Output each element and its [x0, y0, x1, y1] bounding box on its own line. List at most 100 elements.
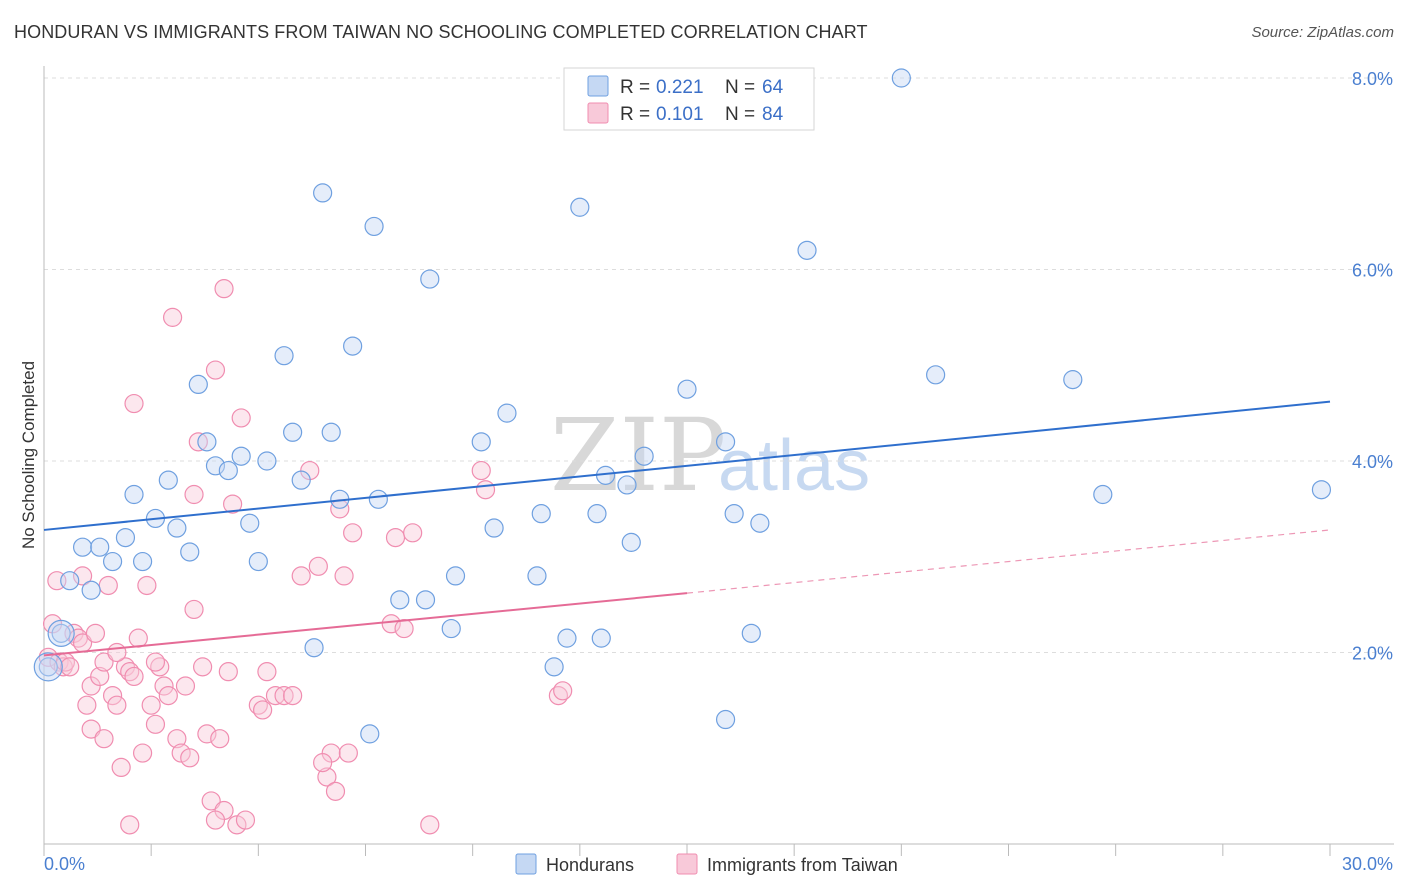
honduran-point	[240, 513, 260, 533]
legend-swatch-taiwan	[587, 102, 609, 124]
honduran-point	[124, 484, 144, 505]
honduran-point	[313, 183, 333, 203]
taiwan-point	[394, 618, 414, 639]
legend-swatch-hondurans	[587, 75, 609, 97]
taiwan-point	[223, 494, 243, 514]
bottom-legend-swatch-taiwan	[676, 853, 698, 875]
taiwan-point	[210, 729, 230, 749]
honduran-point	[283, 422, 303, 442]
legend-n-value-taiwan: 84	[762, 104, 784, 125]
honduran-point	[115, 527, 136, 548]
taiwan-point	[317, 767, 337, 787]
taiwan-point	[235, 810, 256, 830]
honduran-point	[343, 336, 363, 356]
honduran-point	[497, 403, 517, 423]
honduran-point	[218, 460, 238, 481]
honduran-point	[51, 623, 71, 643]
taiwan-point	[343, 523, 363, 543]
watermark-zip: ZIP	[550, 397, 726, 514]
honduran-point	[102, 551, 123, 572]
honduran-point	[368, 489, 388, 509]
legend-r-value-hondurans: 0.221	[656, 77, 704, 98]
honduran-point	[60, 571, 80, 591]
taiwan-points	[38, 279, 573, 835]
honduran-point	[557, 628, 577, 648]
honduran-point	[180, 542, 200, 562]
taiwan-point	[175, 676, 196, 696]
honduran-point	[527, 566, 547, 586]
taiwan-point	[214, 279, 234, 299]
taiwan-point	[420, 815, 440, 835]
taiwan-point	[334, 566, 354, 586]
honduran-point	[591, 628, 611, 648]
honduran-point	[634, 446, 654, 466]
honduran-point	[1063, 370, 1083, 390]
honduran-point	[544, 657, 564, 677]
y-tick-label: 4.0%	[1352, 452, 1393, 472]
taiwan-point	[253, 700, 273, 720]
honduran-point	[420, 269, 440, 289]
honduran-point	[531, 504, 551, 524]
taiwan-trend-extension	[686, 529, 1331, 594]
taiwan-point	[145, 652, 166, 672]
taiwan-point	[403, 523, 423, 543]
honduran-point	[797, 240, 817, 260]
y-tick-label: 2.0%	[1352, 644, 1393, 664]
taiwan-point	[325, 781, 346, 801]
honduran-point	[471, 432, 491, 452]
honduran-point	[188, 374, 208, 394]
x-tick-label-max: 30.0%	[1342, 854, 1393, 874]
taiwan-point	[94, 652, 114, 672]
honduran-point	[741, 623, 761, 643]
grid-lines	[44, 77, 1394, 653]
taiwan-point	[205, 360, 226, 380]
taiwan-point	[381, 614, 401, 634]
legend-n-label-taiwan: N =	[725, 104, 755, 125]
bottom-legend-label-hondurans: Hondurans	[546, 855, 634, 875]
taiwan-point	[154, 676, 174, 696]
honduran-point	[231, 446, 251, 466]
correlation-legend: R = 0.221 N = 64 R = 0.101 N = 84	[563, 67, 815, 131]
taiwan-point	[60, 657, 80, 677]
honduran-point	[1093, 484, 1113, 505]
taiwan-point	[107, 695, 127, 715]
taiwan-point	[120, 815, 140, 835]
taiwan-point	[471, 460, 491, 481]
taiwan-point	[283, 685, 303, 706]
honduran-point	[617, 475, 637, 495]
taiwan-point	[291, 566, 311, 586]
taiwan-point	[553, 681, 573, 701]
honduran-point	[364, 216, 384, 237]
honduran-point	[621, 532, 641, 552]
taiwan-point	[218, 662, 238, 682]
honduran-point	[724, 504, 744, 524]
y-axis-label: No Schooling Completed	[19, 361, 38, 549]
taiwan-point	[197, 724, 217, 744]
taiwan-point	[385, 527, 406, 548]
taiwan-point	[124, 393, 144, 414]
trend-lines	[43, 400, 1331, 657]
honduran-point	[81, 580, 101, 600]
taiwan-point	[94, 729, 114, 749]
honduran-point	[197, 432, 217, 452]
taiwan-point	[308, 556, 328, 576]
honduran-point	[321, 422, 341, 442]
taiwan-point	[205, 810, 226, 830]
legend-r-value-taiwan: 0.101	[656, 104, 704, 125]
honduran-point	[441, 618, 461, 639]
honduran-point	[167, 518, 187, 538]
chart-title: HONDURAN VS IMMIGRANTS FROM TAIWAN NO SC…	[14, 22, 868, 42]
honduran-point	[205, 456, 226, 476]
taiwan-point	[163, 307, 183, 327]
honduran-point	[415, 590, 436, 610]
honduran-point	[360, 724, 380, 744]
honduran-point	[445, 566, 466, 586]
taiwan-point	[180, 748, 200, 768]
taiwan-point	[201, 791, 221, 811]
taiwan-point	[72, 566, 93, 586]
bottom-legend-label-taiwan: Immigrants from Taiwan	[707, 855, 898, 875]
taiwan-point	[338, 743, 358, 763]
watermark-atlas: atlas	[718, 426, 870, 506]
taiwan-point	[85, 623, 106, 643]
honduran-point	[587, 504, 607, 524]
